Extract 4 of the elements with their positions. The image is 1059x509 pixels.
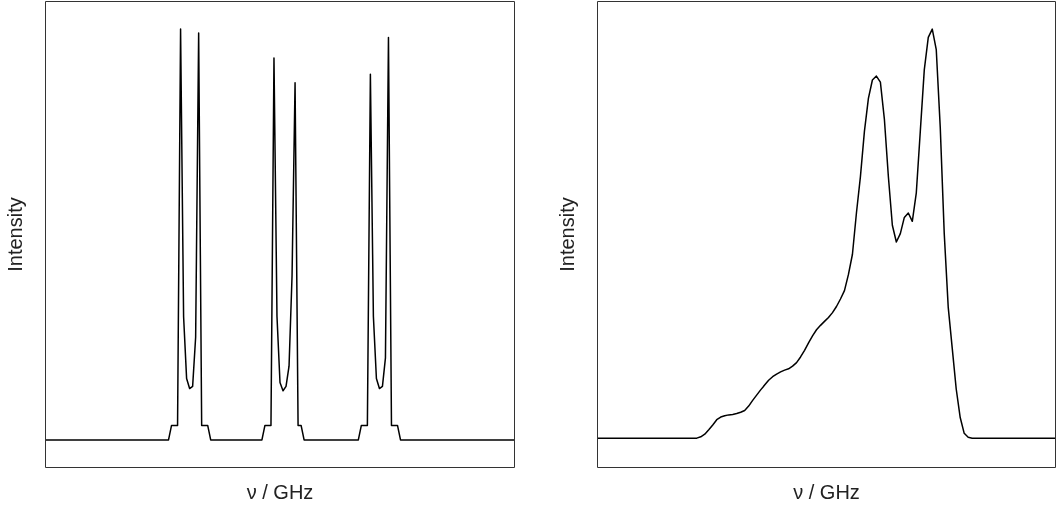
y-axis-title: Intensity [3,197,26,272]
x-axis-title: ν / GHz [793,480,860,503]
y-axis-title: Intensity [555,197,578,272]
x-axis-title: ν / GHz [246,480,314,503]
